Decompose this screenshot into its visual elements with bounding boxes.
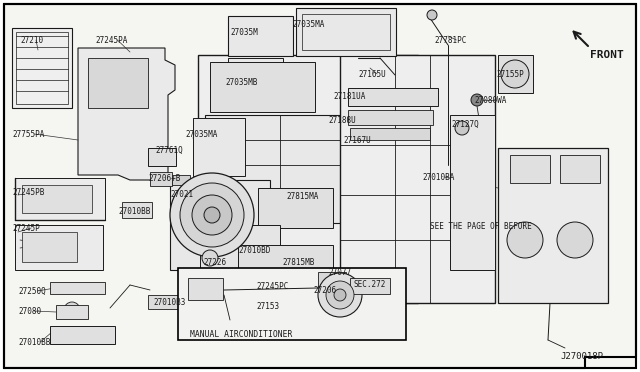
Circle shape xyxy=(202,250,218,266)
Bar xyxy=(348,88,438,106)
Circle shape xyxy=(427,10,437,20)
Bar xyxy=(498,55,533,93)
Bar xyxy=(193,118,245,176)
Text: 27181UA: 27181UA xyxy=(333,92,365,101)
Bar xyxy=(302,14,390,50)
Text: 27035MA: 27035MA xyxy=(292,20,324,29)
Text: 27815MA: 27815MA xyxy=(286,192,318,201)
Bar xyxy=(510,155,550,183)
Circle shape xyxy=(192,195,232,235)
Text: 27080: 27080 xyxy=(18,307,41,316)
Circle shape xyxy=(507,222,543,258)
Circle shape xyxy=(455,121,469,135)
Text: 27010BB: 27010BB xyxy=(118,207,150,216)
Polygon shape xyxy=(78,48,175,180)
Bar xyxy=(12,28,72,108)
Text: 27153: 27153 xyxy=(256,302,279,311)
Text: 27761Q: 27761Q xyxy=(155,146,183,155)
Bar xyxy=(88,58,148,108)
Text: SEC.272: SEC.272 xyxy=(354,280,387,289)
Text: 27206+B: 27206+B xyxy=(148,174,180,183)
Text: SEE THE PAGE OF BEFORE: SEE THE PAGE OF BEFORE xyxy=(430,222,532,231)
Bar xyxy=(15,225,103,270)
Bar xyxy=(178,268,406,340)
Text: 27815MB: 27815MB xyxy=(282,258,314,267)
Circle shape xyxy=(501,60,529,88)
Text: 27167U: 27167U xyxy=(343,136,371,145)
Bar xyxy=(22,185,92,213)
Circle shape xyxy=(180,183,244,247)
Bar xyxy=(50,282,105,294)
Text: 27021: 27021 xyxy=(170,190,193,199)
Bar xyxy=(122,202,152,218)
Text: 27165U: 27165U xyxy=(358,70,386,79)
Bar xyxy=(210,62,315,112)
Circle shape xyxy=(204,207,220,223)
Bar xyxy=(50,326,115,344)
Text: 27206: 27206 xyxy=(313,286,336,295)
Text: 27155P: 27155P xyxy=(496,70,524,79)
Text: 27210: 27210 xyxy=(20,36,43,45)
Circle shape xyxy=(326,281,354,309)
Bar xyxy=(148,295,180,309)
Text: 27077: 27077 xyxy=(328,268,351,277)
Bar xyxy=(150,172,172,186)
Text: 27035MA: 27035MA xyxy=(185,130,218,139)
Text: 27010BB: 27010BB xyxy=(18,338,51,347)
Bar xyxy=(200,225,280,273)
Text: 27080WA: 27080WA xyxy=(474,96,506,105)
Circle shape xyxy=(557,222,593,258)
Text: 27245P: 27245P xyxy=(12,224,40,233)
Circle shape xyxy=(334,289,346,301)
Text: 27035M: 27035M xyxy=(230,28,258,37)
Bar xyxy=(318,272,346,288)
Circle shape xyxy=(170,173,254,257)
Text: J270018P: J270018P xyxy=(560,352,603,361)
Circle shape xyxy=(318,273,362,317)
Circle shape xyxy=(64,302,80,318)
Bar xyxy=(450,115,495,270)
Text: 27127Q: 27127Q xyxy=(451,120,479,129)
Bar xyxy=(188,278,223,300)
Bar xyxy=(205,115,353,223)
Text: 27250Q: 27250Q xyxy=(18,287,45,296)
Bar xyxy=(198,55,418,303)
Text: MANUAL AIRCONDITIONER: MANUAL AIRCONDITIONER xyxy=(190,330,292,339)
Text: 27035MB: 27035MB xyxy=(225,78,257,87)
Text: 27245PB: 27245PB xyxy=(12,188,44,197)
Text: 27010B3: 27010B3 xyxy=(153,298,186,307)
Bar xyxy=(560,155,600,183)
Bar xyxy=(228,58,283,90)
Bar xyxy=(170,180,270,270)
Bar xyxy=(238,245,333,280)
Bar xyxy=(296,8,396,56)
Bar xyxy=(172,175,190,185)
Bar xyxy=(348,110,433,125)
Text: FRONT: FRONT xyxy=(590,50,624,60)
Bar xyxy=(16,32,68,104)
Bar xyxy=(350,278,390,294)
Bar xyxy=(56,305,88,319)
Bar xyxy=(15,178,105,220)
Bar xyxy=(228,16,293,56)
Bar xyxy=(258,188,333,228)
Circle shape xyxy=(471,94,483,106)
Text: 27188U: 27188U xyxy=(328,116,356,125)
Text: 27010BD: 27010BD xyxy=(238,246,270,255)
Bar xyxy=(22,232,77,262)
Bar xyxy=(340,55,495,303)
Text: 27245PA: 27245PA xyxy=(95,36,127,45)
Text: 27226: 27226 xyxy=(203,258,226,267)
Text: 27781PC: 27781PC xyxy=(434,36,467,45)
Bar xyxy=(148,148,176,166)
Text: 27245PC: 27245PC xyxy=(256,282,289,291)
Text: 27755PA: 27755PA xyxy=(12,130,44,139)
Text: 27010BA: 27010BA xyxy=(422,173,454,182)
Bar xyxy=(498,148,608,303)
Bar xyxy=(350,128,430,140)
